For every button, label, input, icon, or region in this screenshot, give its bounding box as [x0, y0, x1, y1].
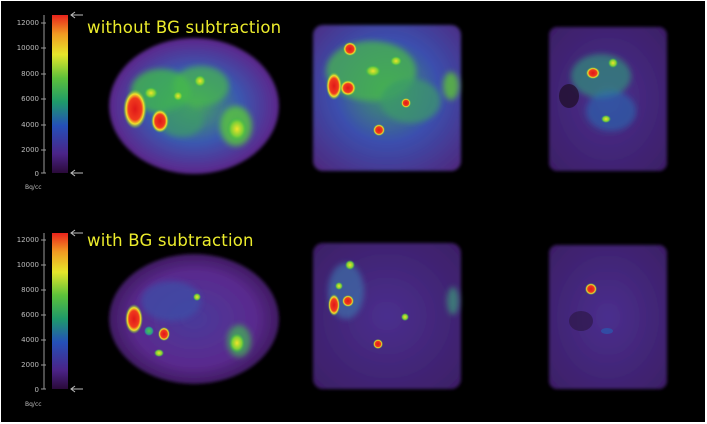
colorbar-tick-label: 2000: [21, 146, 39, 154]
colorbar-tick-label: 0: [35, 386, 39, 394]
colorbar-tick-label: 4000: [21, 121, 39, 129]
colorbar-bottom: 12000 10000 8000 6000 4000 2000 0 Bq/cc: [17, 229, 83, 408]
colorbar-tick-label: 4000: [21, 336, 39, 344]
colorbar-tick-label: 6000: [21, 311, 39, 319]
colorbar-unit: Bq/cc: [25, 401, 42, 408]
colorbar-tick-label: 10000: [17, 261, 39, 269]
hot-lesion: [123, 89, 147, 129]
panel-title-top: without BG subtraction: [87, 18, 282, 37]
colorbar-tick-label: 0: [35, 170, 39, 178]
colorbar-tick-label: 8000: [21, 70, 39, 78]
axial-slice-bottom: [109, 254, 279, 384]
coronal-slice-top: [313, 25, 461, 171]
panel-title-bottom: with BG subtraction: [87, 231, 254, 250]
colorbar-tick-label: 6000: [21, 95, 39, 103]
colorbar-gradient: [52, 233, 68, 389]
colorbar-tick-label: 12000: [17, 19, 39, 27]
sagittal-slice-bottom: [549, 245, 667, 389]
sagittal-slice-top: [549, 27, 667, 171]
colorbar-tick-label: 2000: [21, 361, 39, 369]
colorbar-gradient: [52, 15, 68, 173]
colorbar-top: 12000 10000 8000 6000 4000 2000 0 Bq/cc: [17, 11, 83, 191]
colorbar-unit: Bq/cc: [25, 184, 42, 191]
axial-slice-top: [109, 38, 279, 174]
colorbar-tick-label: 8000: [21, 286, 39, 294]
colorbar-tick-label: 12000: [17, 236, 39, 244]
colorbar-tick-label: 10000: [17, 44, 39, 52]
coronal-slice-bottom: [313, 243, 461, 389]
